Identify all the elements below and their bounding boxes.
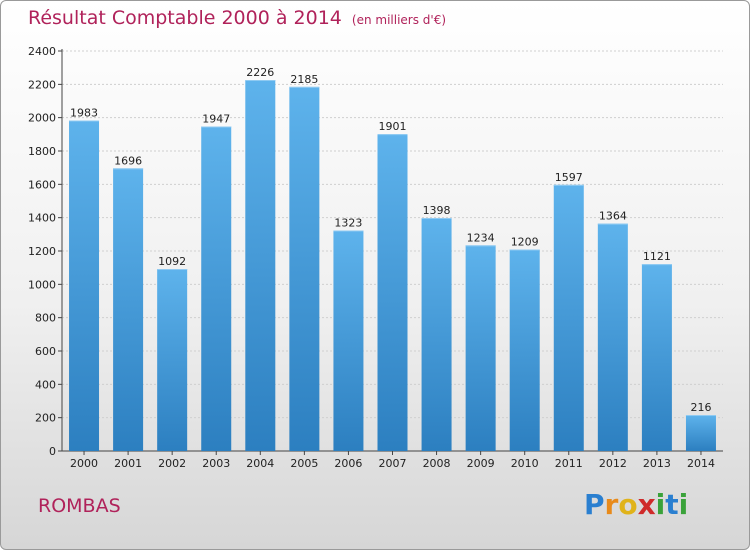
x-tick-label: 2006 xyxy=(334,457,362,470)
bar xyxy=(553,184,584,452)
logo-letter: t xyxy=(665,488,679,521)
logo-letter: i xyxy=(655,488,666,521)
x-tick-label: 2009 xyxy=(467,457,495,470)
x-tick-label: 2001 xyxy=(114,457,142,470)
bar xyxy=(157,269,188,451)
bar xyxy=(377,134,408,451)
bar xyxy=(289,86,320,451)
y-tick-label: 2400 xyxy=(28,45,56,58)
bar-value-label: 1364 xyxy=(599,210,627,223)
bar xyxy=(685,415,716,451)
x-tick-label: 2000 xyxy=(70,457,98,470)
bar-value-label: 1597 xyxy=(555,171,583,184)
y-tick-label: 400 xyxy=(35,378,56,391)
bar-value-label: 1323 xyxy=(334,217,362,230)
x-tick-label: 2011 xyxy=(555,457,583,470)
bar-value-label: 216 xyxy=(690,401,711,414)
x-tick-label: 2003 xyxy=(202,457,230,470)
x-tick-label: 2014 xyxy=(687,457,715,470)
y-tick-label: 1000 xyxy=(28,278,56,291)
y-tick-label: 200 xyxy=(35,412,56,425)
y-tick-label: 1600 xyxy=(28,178,56,191)
bar-value-label: 2185 xyxy=(290,73,318,86)
bar-value-label: 1398 xyxy=(423,204,451,217)
y-tick-label: 2200 xyxy=(28,78,56,91)
chart-title: Résultat Comptable 2000 à 2014 (en millie… xyxy=(28,7,446,29)
bar xyxy=(113,168,144,452)
y-tick-label: 1200 xyxy=(28,245,56,258)
bar-value-label: 1092 xyxy=(158,255,186,268)
x-tick-label: 2005 xyxy=(290,457,318,470)
bar-value-label: 1234 xyxy=(467,231,495,244)
bars xyxy=(69,80,716,452)
title-text: Résultat Comptable 2000 à 2014 xyxy=(28,7,342,29)
bar xyxy=(201,126,232,451)
title-unit: (en milliers d'€) xyxy=(351,13,447,27)
y-tick-label: 1400 xyxy=(28,212,56,225)
x-tick-label: 2007 xyxy=(379,457,407,470)
x-tick-label: 2002 xyxy=(158,457,186,470)
bar-value-label: 1121 xyxy=(643,250,671,263)
bar-value-label: 1901 xyxy=(379,120,407,133)
bar xyxy=(421,218,452,451)
logo-letter: i xyxy=(678,488,689,521)
logo-letter: o xyxy=(618,488,638,521)
bar-value-label: 2226 xyxy=(246,66,274,79)
y-tick-label: 1800 xyxy=(28,145,56,158)
logo-letter: r xyxy=(604,488,619,521)
y-tick-label: 2000 xyxy=(28,112,56,125)
commune-name: ROMBAS xyxy=(38,495,121,517)
logo-letter: P xyxy=(584,488,605,521)
bar-value-label: 1209 xyxy=(511,236,539,249)
bar xyxy=(333,230,364,451)
bar xyxy=(641,264,672,451)
x-tick-label: 2012 xyxy=(599,457,627,470)
bar-value-label: 1983 xyxy=(70,107,98,120)
proxiti-logo: Proxiti xyxy=(584,488,688,521)
y-tick-label: 600 xyxy=(35,345,56,358)
x-tick-label: 2010 xyxy=(511,457,539,470)
labels: 0 200 400 600 800 1000 1200 1400 1600 1800 2000 220… xyxy=(28,45,715,470)
x-tick-label: 2013 xyxy=(643,457,671,470)
logo-letter: x xyxy=(637,488,656,521)
bar-value-label: 1947 xyxy=(202,113,230,126)
bar xyxy=(465,245,496,451)
bar xyxy=(509,249,540,451)
bar xyxy=(245,80,276,451)
x-tick-label: 2004 xyxy=(246,457,274,470)
y-tick-label: 0 xyxy=(49,445,56,458)
y-tick-label: 800 xyxy=(35,312,56,325)
bar-value-label: 1696 xyxy=(114,154,142,167)
bar xyxy=(69,120,100,451)
x-tick-label: 2008 xyxy=(423,457,451,470)
bar xyxy=(597,223,628,451)
